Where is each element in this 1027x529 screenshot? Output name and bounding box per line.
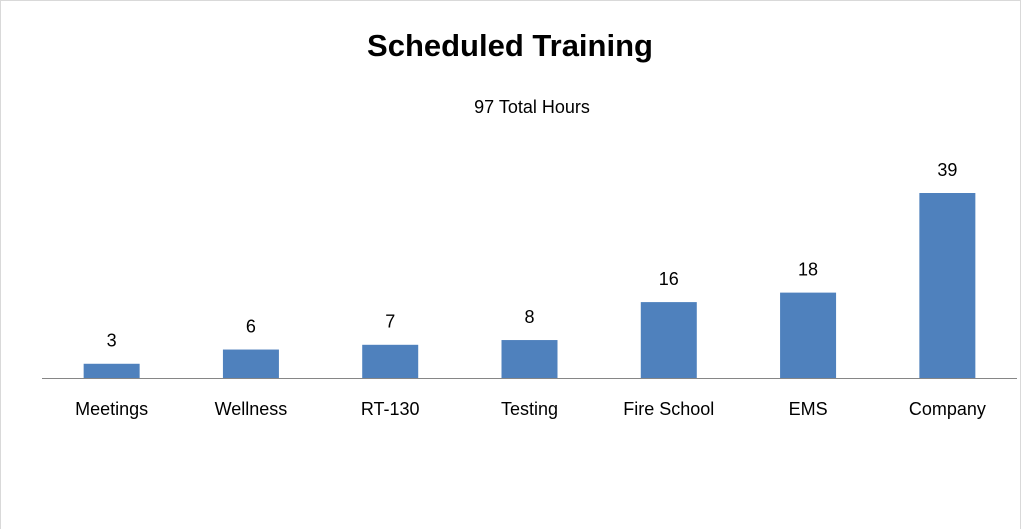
- x-tick-label: Wellness: [215, 399, 288, 419]
- data-label: 7: [385, 312, 395, 332]
- x-tick-label: Meetings: [75, 399, 148, 419]
- data-label: 8: [524, 307, 534, 327]
- data-label: 39: [937, 160, 957, 180]
- bar: [83, 363, 140, 378]
- chart-subtitle: 97 Total Hours: [474, 97, 590, 117]
- bar: [222, 349, 279, 378]
- bar: [780, 292, 837, 378]
- data-label: 16: [659, 269, 679, 289]
- bar: [640, 302, 697, 378]
- x-tick-label: Company: [909, 399, 986, 419]
- x-tick-label: RT-130: [361, 399, 420, 419]
- x-tick-label: EMS: [789, 399, 828, 419]
- bar: [919, 193, 976, 378]
- x-tick-label: Fire School: [623, 399, 714, 419]
- bar: [362, 344, 419, 378]
- data-label: 3: [107, 331, 117, 351]
- data-label: 18: [798, 259, 818, 279]
- bar: [501, 340, 558, 378]
- data-label: 6: [246, 316, 256, 336]
- chart-title: Scheduled Training: [367, 28, 653, 63]
- x-tick-label: Testing: [501, 399, 558, 419]
